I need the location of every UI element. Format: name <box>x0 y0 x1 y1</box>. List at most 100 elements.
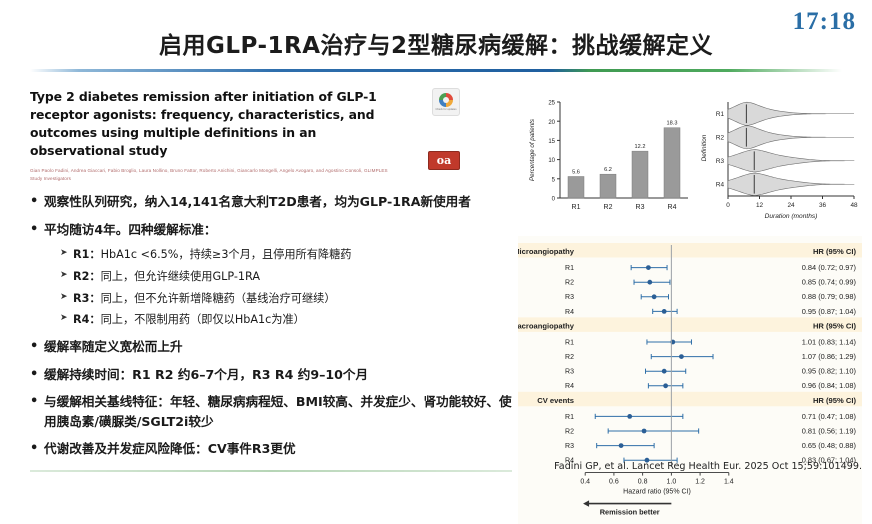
bullet-text: 平均随访4年。四种缓解标准： <box>44 221 217 237</box>
sub-bullet-tag: R4： <box>73 313 101 327</box>
x-tick-label: 24 <box>787 202 795 209</box>
forest-point-estimate <box>651 294 657 300</box>
violin-shape <box>727 101 854 126</box>
x-tick-label: R2 <box>604 204 613 211</box>
forest-row-label: R4 <box>565 309 574 316</box>
y-tick-label: 0 <box>552 197 556 203</box>
bullet-item: • 缓解率随定义宽松而上升 <box>30 337 512 357</box>
forest-row-label: R3 <box>565 443 574 450</box>
top-figures-row: 0 5 10 15 20 25 5.6 R1 6.2 R2 12.2 R3 18.3 R4 Percenta… <box>518 88 862 228</box>
sub-bullet-text: R1：HbA1c <6.5%，持续≥3个月，且停用所有降糖药 <box>73 248 352 262</box>
bar-value-label: 6.2 <box>604 167 612 173</box>
x-tick-label: 0 <box>726 202 730 209</box>
forest-x-tick-label: 1.0 <box>666 479 676 486</box>
forest-row-label: R1 <box>565 339 574 346</box>
left-bottom-rule <box>30 470 512 472</box>
sub-bullet-tag: R1： <box>73 248 101 262</box>
clock: 17:18 <box>792 8 856 35</box>
bullet-emphasis: CV事件R3更优 <box>207 441 296 457</box>
forest-group-band <box>518 243 862 258</box>
violin-shape <box>727 149 855 173</box>
y-tick-label: 20 <box>548 120 555 126</box>
forest-point-estimate <box>663 383 669 389</box>
violin-row-label: R2 <box>716 135 725 142</box>
forest-row-label: R1 <box>565 265 574 272</box>
sub-bullet-tag: R2： <box>73 269 101 283</box>
forest-x-tick-label: 0.8 <box>638 479 648 486</box>
violin-shape <box>727 172 855 196</box>
y-tick-label: 5 <box>552 177 556 183</box>
remission-better-label: Remission better <box>600 508 660 517</box>
bar-value-label: 5.6 <box>572 169 580 175</box>
bar <box>599 173 617 199</box>
bullet-text: 观察性队列研究，纳入14,141名意大利T2D患者，均为GLP-1RA新使用者 <box>44 194 471 209</box>
page-title: 启用GLP-1RA治疗与2型糖尿病缓解：挑战缓解定义 <box>158 33 714 59</box>
forest-group-band <box>518 317 862 332</box>
forest-point-estimate <box>627 414 633 419</box>
crossmark-ring-icon <box>439 93 453 107</box>
bar-value-label: 12.2 <box>635 144 646 150</box>
sub-bullet-text: R3：同上，但不允许新增降糖药（基线治疗可继续） <box>73 291 336 305</box>
forest-group-label: Macroangiopathy <box>518 321 575 330</box>
forest-x-tick-label: 0.6 <box>609 479 619 486</box>
bullet-list: • 观察性队列研究，纳入14,141名意大利T2D患者，均为GLP-1RA新使用者… <box>30 192 512 459</box>
bullet-item: • 平均随访4年。四种缓解标准： <box>30 220 512 240</box>
violin-row-label: R4 <box>716 182 725 189</box>
violin-chart: 0 12 24 36 48 R1 R2 R3 R4 Duration (months) Defini… <box>701 101 858 220</box>
forest-hr-text: 1.01 (0.83; 1.14) <box>802 337 856 346</box>
chevron-right-icon: ➤ <box>60 248 68 259</box>
citation-text: Fadini GP, et al. Lancet Reg Health Eur.… <box>554 461 862 472</box>
forest-point-estimate <box>661 368 667 374</box>
check-for-updates-icon: Check for updates <box>432 88 460 116</box>
forest-group-band <box>518 391 862 407</box>
chevron-right-icon: ➤ <box>60 291 68 302</box>
sub-bullet-item: ➤ R1：HbA1c <6.5%，持续≥3个月，且停用所有降糖药 <box>60 247 512 264</box>
forest-hr-text: 0.65 (0.48; 0.88) <box>802 441 856 450</box>
forest-hr-text: 0.85 (0.74; 0.99) <box>802 278 856 287</box>
x-tick-label: 36 <box>819 202 827 209</box>
violin-shape <box>727 125 854 150</box>
forest-column-header: HR (95% CI) <box>813 247 857 256</box>
sub-bullet-item: ➤ R4：同上，不限制用药（即仅以HbA1c为准） <box>60 312 512 329</box>
bar <box>631 150 649 199</box>
forest-plot: Microangiopathy HR (95% CI) R1 0.84 (0.72; … <box>518 243 862 517</box>
y-tick-label: 25 <box>548 101 555 107</box>
forest-hr-text: 0.95 (0.87; 1.04) <box>802 307 856 316</box>
left-content-column: Type 2 diabetes remission after initiati… <box>30 88 512 478</box>
forest-point-estimate <box>641 428 647 434</box>
sub-bullet-item: ➤ R3：同上，但不允许新增降糖药（基线治疗可继续） <box>60 291 512 308</box>
x-tick-label: R4 <box>668 204 677 211</box>
forest-row-label: R3 <box>565 369 574 376</box>
bullet-dot-icon: • <box>30 441 39 457</box>
chevron-right-icon: ➤ <box>60 269 68 280</box>
x-tick-label: R1 <box>572 204 581 211</box>
forest-row-label: R1 <box>565 414 574 421</box>
remission-better-arrowhead <box>583 500 590 507</box>
forest-hr-text: 0.81 (0.56; 1.19) <box>802 426 856 435</box>
bar <box>663 127 681 199</box>
forest-row-label: R2 <box>565 428 574 435</box>
forest-hr-text: 0.83 (0.67; 1.04) <box>802 456 856 465</box>
bullet-dot-icon: • <box>30 394 39 410</box>
bullet-text: 缓解率随定义宽松而上升 <box>44 339 183 355</box>
forest-hr-text: 0.71 (0.47; 1.08) <box>802 412 856 421</box>
title-bar: 启用GLP-1RA治疗与2型糖尿病缓解：挑战缓解定义 <box>0 24 872 68</box>
x-axis-title: Duration (months) <box>765 213 818 220</box>
bullet-item: • 观察性队列研究，纳入14,141名意大利T2D患者，均为GLP-1RA新使用者 <box>30 192 512 212</box>
bullet-item: • 代谢改善及并发症风险降低：CV事件R3更优 <box>30 439 512 459</box>
violin-row-label: R1 <box>716 111 725 118</box>
paper-authors: Gian Paolo Fadini, Andrea Giaccari, Fabi… <box>30 167 388 182</box>
sub-bullet-text: R4：同上，不限制用药（即仅以HbA1c为准） <box>73 313 305 327</box>
y-axis-title: Percentage of patients <box>529 119 536 181</box>
bullet-dot-icon: • <box>30 194 39 209</box>
bar-value-label: 18.3 <box>667 121 678 127</box>
y-axis-title: Definition <box>701 134 708 161</box>
chevron-right-icon: ➤ <box>60 313 68 324</box>
x-tick-label: 12 <box>756 202 764 209</box>
x-tick-label: 48 <box>850 202 858 209</box>
y-tick-label: 15 <box>548 139 555 145</box>
forest-x-tick-label: 1.2 <box>695 479 705 486</box>
sub-bullet-item: ➤ R2：同上，但允许继续使用GLP-1RA <box>60 269 512 286</box>
x-tick-label: R3 <box>636 204 645 211</box>
forest-group-label: Microangiopathy <box>518 247 575 256</box>
